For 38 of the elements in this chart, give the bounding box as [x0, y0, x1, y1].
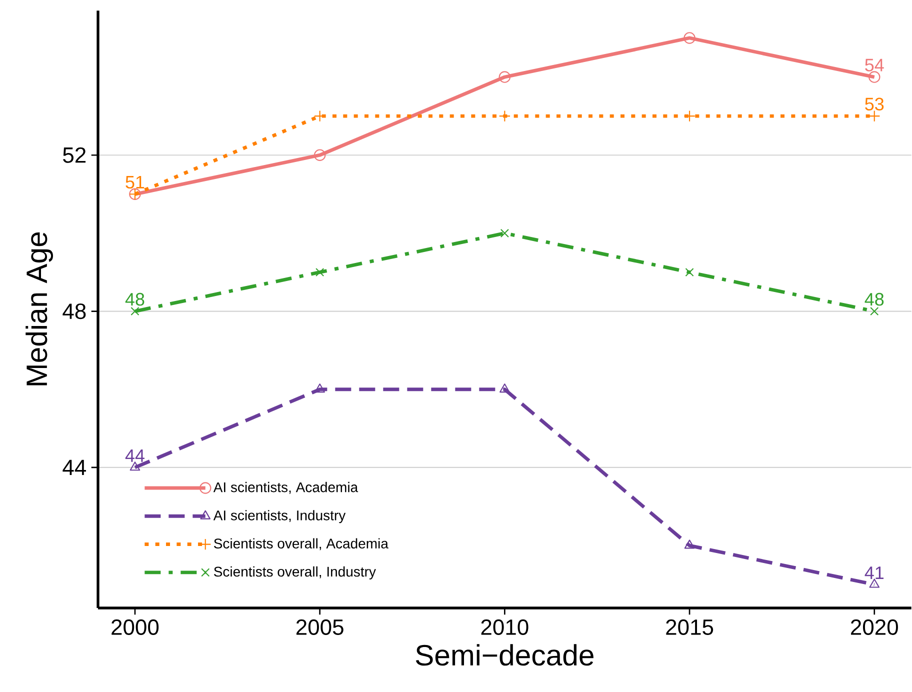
- x-tick-label: 2020: [851, 619, 898, 635]
- point: [314, 149, 326, 161]
- legend-label: AI scientists, Academia: [213, 482, 358, 494]
- x-tick-label: 2015: [666, 619, 714, 635]
- x-tick-label: 2010: [481, 619, 528, 635]
- point: [500, 383, 510, 393]
- data-label: 44: [125, 449, 144, 462]
- legend-label: AI scientists, Industry: [213, 510, 346, 524]
- data-label: 54: [865, 58, 884, 72]
- point: [868, 71, 880, 83]
- point: [868, 110, 880, 122]
- y-tick-label: 52: [63, 147, 86, 163]
- point: [869, 578, 880, 588]
- data-label: 53: [865, 98, 884, 110]
- data-label: 51: [126, 176, 144, 189]
- legend-label: Scientists overall, Industry: [214, 566, 376, 580]
- data-label: 41: [864, 566, 884, 579]
- point: [498, 110, 511, 122]
- point: [130, 306, 140, 316]
- point: [130, 462, 140, 471]
- point: [684, 110, 696, 122]
- y-tick-label: 44: [62, 460, 86, 476]
- point: [870, 306, 879, 316]
- point: [684, 32, 696, 44]
- x-tick-label: 2005: [296, 619, 344, 635]
- legend-label: Scientists overall, Academia: [214, 538, 388, 550]
- x-tick-label: 2000: [112, 619, 159, 635]
- point: [498, 71, 511, 83]
- x-axis-title: Semi−decade: [416, 644, 594, 666]
- data-label: 48: [864, 292, 884, 306]
- y-tick-label: 48: [62, 303, 86, 320]
- data-label: 48: [125, 292, 144, 306]
- point: [314, 383, 325, 393]
- point: [684, 540, 695, 549]
- point: [500, 228, 509, 238]
- point: [316, 268, 324, 277]
- point: [685, 268, 694, 277]
- y-axis-title: Median Age: [26, 232, 53, 386]
